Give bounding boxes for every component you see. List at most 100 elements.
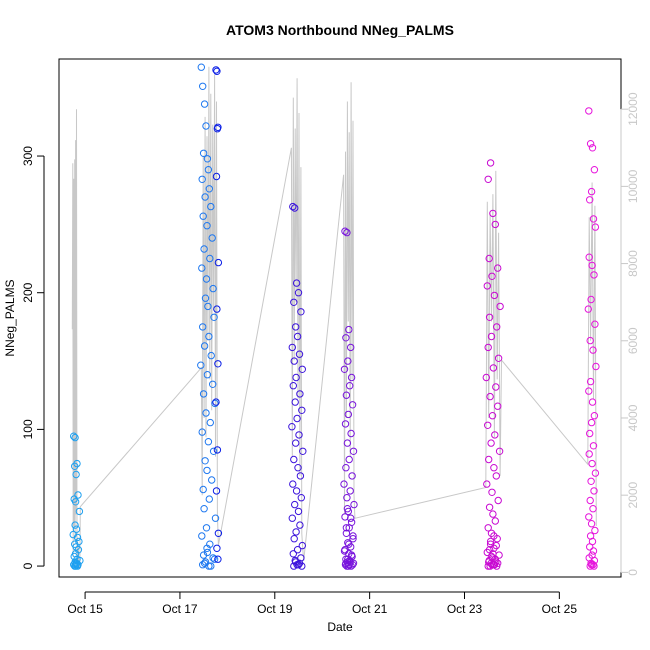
data-point	[586, 543, 594, 551]
data-point	[289, 550, 297, 558]
data-point	[486, 159, 495, 167]
data-point	[201, 294, 210, 302]
y2-tick-label: 6000	[626, 327, 640, 354]
data-point	[212, 398, 220, 406]
grey-trace-layer	[71, 66, 597, 569]
data-point	[198, 428, 206, 436]
data-point	[294, 464, 302, 472]
y2-axis: 0 2000 4000 6000 8000 10000 12000	[620, 92, 640, 576]
data-point	[74, 491, 82, 499]
data-point	[494, 264, 502, 272]
data-point	[293, 414, 301, 423]
data-point	[587, 187, 596, 196]
data-point	[213, 67, 221, 76]
data-point	[348, 401, 357, 409]
data-point	[349, 535, 357, 543]
data-point	[586, 336, 594, 345]
data-point	[483, 480, 491, 488]
data-point	[494, 354, 503, 362]
data-point	[199, 82, 207, 91]
data-point	[289, 480, 297, 488]
x-tick-label: Oct 21	[352, 602, 388, 616]
data-point	[212, 66, 220, 74]
data-point	[71, 433, 79, 442]
data-point	[484, 175, 492, 184]
data-point	[205, 495, 214, 503]
data-point	[589, 505, 597, 513]
data-point	[197, 63, 206, 71]
data-point	[292, 279, 301, 287]
x-tick-label: Oct 25	[542, 602, 578, 616]
data-point	[490, 464, 498, 472]
data-point	[491, 431, 499, 439]
data-point	[288, 514, 296, 522]
data-point	[207, 351, 215, 360]
data-point	[486, 392, 494, 401]
data-point	[489, 209, 497, 218]
data-point	[344, 555, 352, 563]
data-point	[586, 196, 594, 204]
data-point	[289, 382, 297, 390]
data-point	[488, 488, 496, 496]
data-point	[591, 526, 599, 535]
data-point	[71, 462, 79, 470]
data-point	[487, 332, 496, 341]
data-point	[590, 166, 599, 174]
data-point	[207, 562, 215, 570]
data-point	[342, 524, 351, 532]
data-point	[291, 398, 299, 406]
data-point	[297, 308, 305, 316]
data-point	[71, 498, 80, 506]
data-point	[341, 546, 349, 554]
data-point	[347, 373, 356, 382]
y2-tick-label: 2000	[626, 481, 640, 508]
data-point	[72, 470, 80, 479]
data-point	[588, 144, 597, 152]
data-point	[294, 289, 303, 297]
data-point	[487, 439, 495, 447]
data-point	[346, 382, 354, 390]
data-point	[208, 476, 216, 484]
data-point	[71, 562, 79, 570]
data-point	[203, 544, 211, 552]
y2-tick-label: 8000	[626, 250, 640, 277]
data-point	[202, 275, 211, 283]
data-point	[586, 562, 594, 570]
y-tick-label: 300	[21, 146, 35, 166]
y2-tick-label: 12000	[626, 92, 640, 126]
data-point	[209, 284, 217, 293]
data-point	[200, 559, 209, 567]
data-point	[588, 459, 596, 468]
y2-tick-label: 0	[626, 569, 640, 576]
data-point	[492, 383, 500, 391]
data-point	[342, 529, 351, 537]
data-point	[585, 253, 593, 261]
data-point	[199, 485, 207, 494]
data-point	[292, 323, 300, 331]
data-point	[291, 500, 299, 509]
data-point	[292, 487, 301, 495]
data-point	[347, 343, 355, 352]
data-point	[214, 258, 223, 267]
data-point	[290, 298, 298, 306]
data-point	[199, 149, 208, 158]
data-point	[493, 323, 501, 331]
data-point	[590, 412, 599, 420]
data-point	[292, 528, 300, 536]
data-point	[207, 202, 215, 211]
data-point	[289, 202, 297, 211]
data-point	[486, 562, 494, 570]
x-tick-label: Oct 15	[67, 602, 103, 616]
data-point	[213, 305, 221, 313]
data-point	[345, 540, 353, 548]
data-point	[491, 220, 499, 229]
x-tick-label: Oct 19	[257, 602, 293, 616]
data-point	[590, 271, 598, 279]
data-point	[205, 185, 214, 193]
data-point	[201, 457, 209, 465]
data-point	[341, 227, 349, 235]
data-point	[348, 472, 356, 480]
data-point	[211, 399, 219, 408]
data-point	[586, 377, 595, 386]
